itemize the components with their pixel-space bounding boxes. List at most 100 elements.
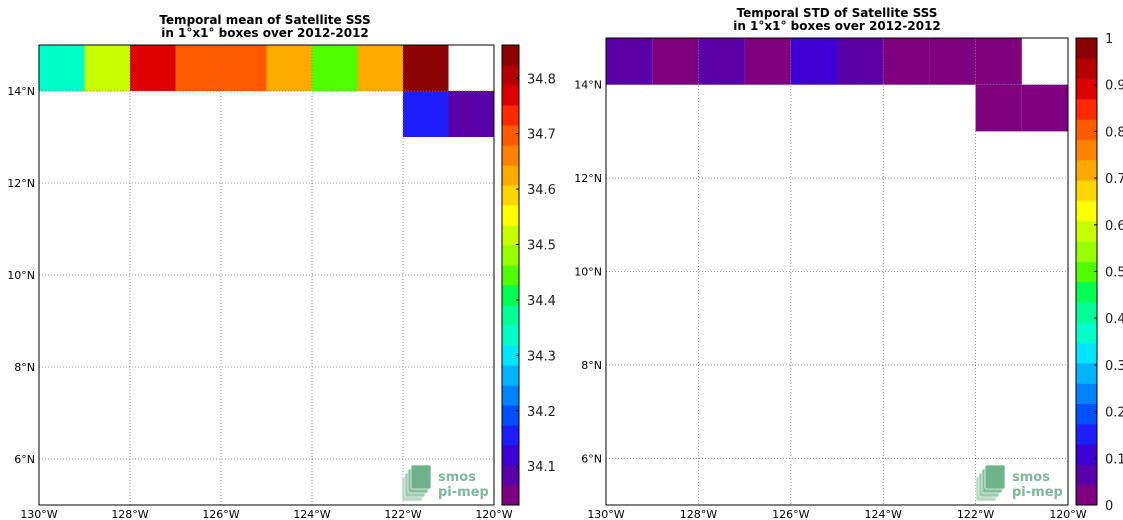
colorbar-swatch bbox=[1076, 444, 1097, 465]
colorbar-swatch bbox=[502, 105, 519, 126]
colorbar-swatch bbox=[1076, 464, 1097, 486]
lon-tick-label: 122°W bbox=[384, 508, 421, 520]
data-cell bbox=[221, 45, 267, 91]
data-cell bbox=[403, 45, 449, 91]
data-cell bbox=[1021, 84, 1068, 132]
colorbar-swatch bbox=[1076, 200, 1097, 222]
lon-tick-label: 122°W bbox=[957, 508, 994, 520]
colorbar-tick-label: 34.8 bbox=[527, 72, 556, 87]
colorbar-swatch bbox=[1076, 139, 1097, 161]
colorbar-swatch bbox=[502, 465, 519, 486]
colorbar-swatch bbox=[1076, 38, 1097, 59]
colorbar-swatch bbox=[1076, 261, 1097, 283]
data-cell bbox=[606, 38, 653, 85]
data-cell bbox=[175, 45, 221, 91]
lat-tick-label: 8°N bbox=[14, 361, 35, 374]
colorbar-swatch bbox=[502, 165, 519, 186]
data-cell bbox=[837, 38, 884, 85]
lon-tick-label: 128°W bbox=[111, 508, 148, 520]
data-cell bbox=[929, 38, 976, 85]
lat-tick-label: 12°N bbox=[7, 177, 35, 190]
lon-tick-label: 130°W bbox=[587, 508, 624, 520]
colorbar-swatch bbox=[502, 445, 519, 466]
data-cell bbox=[357, 45, 403, 91]
colorbar-swatch bbox=[1076, 78, 1097, 100]
colorbar-tick-label: 0.2 bbox=[1105, 406, 1123, 421]
lon-tick-label: 120°W bbox=[1049, 508, 1086, 520]
colorbar-swatch bbox=[502, 45, 519, 66]
colorbar-swatch bbox=[1076, 403, 1097, 425]
colorbar-swatch bbox=[1076, 98, 1097, 120]
data-cell bbox=[744, 38, 791, 85]
colorbar-swatch bbox=[502, 245, 519, 266]
lat-tick-label: 6°N bbox=[581, 452, 602, 465]
colorbar-tick-label: 0.4 bbox=[1105, 312, 1123, 327]
colorbar-swatch bbox=[1076, 159, 1097, 181]
colorbar-swatch bbox=[1076, 220, 1097, 242]
data-cell bbox=[975, 38, 1022, 85]
chart-title-line: Temporal mean of Satellite SSS bbox=[159, 13, 370, 27]
data-cell bbox=[84, 45, 130, 91]
lat-tick-label: 14°N bbox=[574, 79, 602, 92]
chart-title-line: Temporal STD of Satellite SSS bbox=[737, 6, 938, 20]
data-cell bbox=[975, 84, 1022, 132]
data-cell bbox=[883, 38, 930, 85]
colorbar-swatch bbox=[502, 385, 519, 406]
colorbar-tick-label: 34.7 bbox=[527, 128, 556, 143]
colorbar-swatch bbox=[1076, 301, 1097, 323]
colorbar-tick-label: 0.6 bbox=[1105, 219, 1123, 234]
logo-line-2: pi-mep bbox=[1012, 485, 1063, 500]
logo-line-1: smos bbox=[1012, 470, 1050, 485]
data-cell bbox=[266, 45, 312, 91]
logo-line-1: smos bbox=[438, 470, 476, 485]
lon-tick-label: 126°W bbox=[772, 508, 809, 520]
colorbar-swatch bbox=[502, 345, 519, 366]
data-cell bbox=[39, 45, 85, 91]
colorbar-swatch bbox=[1076, 484, 1097, 506]
colorbar-swatch bbox=[502, 265, 519, 286]
colorbar-tick-label: 34.6 bbox=[527, 183, 556, 198]
colorbar-swatch bbox=[1076, 362, 1097, 384]
colorbar-swatch bbox=[1076, 342, 1097, 364]
colorbar-tick-label: 1 bbox=[1105, 32, 1113, 47]
lon-tick-label: 120°W bbox=[475, 508, 512, 520]
lat-tick-label: 10°N bbox=[7, 269, 35, 282]
colorbar-swatch bbox=[502, 485, 519, 506]
lat-tick-label: 6°N bbox=[14, 453, 35, 466]
colorbar-swatch bbox=[502, 285, 519, 306]
colorbar-swatch bbox=[502, 225, 519, 246]
lat-tick-label: 14°N bbox=[7, 85, 35, 98]
colorbar-swatch bbox=[1076, 281, 1097, 303]
chart-title-line: in 1°x1° boxes over 2012-2012 bbox=[733, 19, 941, 33]
data-cell bbox=[403, 91, 449, 137]
lat-tick-label: 10°N bbox=[574, 266, 602, 279]
colorbar-swatch bbox=[502, 205, 519, 226]
colorbar-swatch bbox=[502, 405, 519, 426]
colorbar-swatch bbox=[1076, 423, 1097, 445]
data-cell bbox=[130, 45, 176, 91]
lon-tick-label: 126°W bbox=[202, 508, 239, 520]
colorbar-swatch bbox=[502, 125, 519, 146]
colorbar-swatch bbox=[1076, 58, 1097, 80]
colorbar-swatch bbox=[502, 425, 519, 446]
lon-tick-label: 130°W bbox=[20, 508, 57, 520]
data-cell bbox=[698, 38, 745, 85]
colorbar-swatch bbox=[502, 365, 519, 386]
colorbar-tick-label: 34.4 bbox=[527, 294, 556, 309]
colorbar-tick-label: 34.5 bbox=[527, 239, 556, 254]
colorbar-swatch bbox=[502, 325, 519, 346]
colorbar-frame bbox=[501, 44, 520, 506]
colorbar-tick-label: 0.7 bbox=[1105, 172, 1123, 187]
colorbar-tick-label: 0.8 bbox=[1105, 125, 1123, 140]
lon-tick-label: 124°W bbox=[293, 508, 330, 520]
colorbar-swatch bbox=[1076, 322, 1097, 344]
data-cell bbox=[448, 91, 494, 137]
colorbar-tick-label: 0.3 bbox=[1105, 359, 1123, 374]
chart-title-line: in 1°x1° boxes over 2012-2012 bbox=[161, 26, 369, 40]
colorbar-tick-label: 0.1 bbox=[1105, 452, 1123, 467]
colorbar-swatch bbox=[1076, 119, 1097, 141]
colorbar-swatch bbox=[1076, 383, 1097, 404]
